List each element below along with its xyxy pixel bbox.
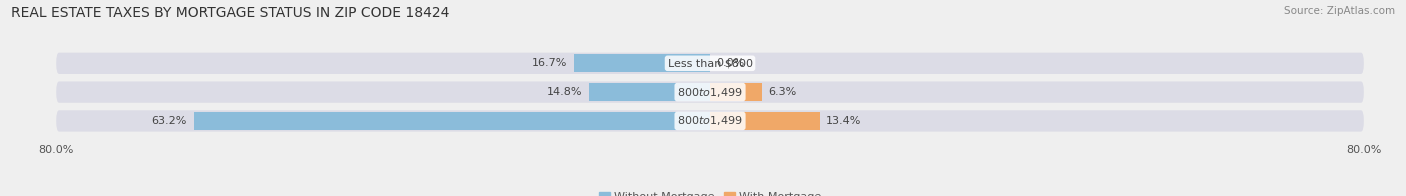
- Bar: [710, 112, 820, 130]
- Text: 13.4%: 13.4%: [827, 116, 862, 126]
- Bar: [574, 54, 710, 72]
- FancyBboxPatch shape: [56, 110, 1364, 132]
- Legend: Without Mortgage, With Mortgage: Without Mortgage, With Mortgage: [595, 187, 825, 196]
- Text: 6.3%: 6.3%: [768, 87, 796, 97]
- FancyBboxPatch shape: [56, 53, 1364, 74]
- Text: 16.7%: 16.7%: [531, 58, 567, 68]
- Bar: [194, 112, 710, 130]
- Text: $800 to $1,499: $800 to $1,499: [678, 86, 742, 99]
- Text: REAL ESTATE TAXES BY MORTGAGE STATUS IN ZIP CODE 18424: REAL ESTATE TAXES BY MORTGAGE STATUS IN …: [11, 6, 450, 20]
- Text: 0.0%: 0.0%: [717, 58, 745, 68]
- Bar: [710, 83, 762, 101]
- Text: $800 to $1,499: $800 to $1,499: [678, 114, 742, 127]
- Text: 14.8%: 14.8%: [547, 87, 582, 97]
- FancyBboxPatch shape: [56, 82, 1364, 103]
- Text: Less than $800: Less than $800: [668, 58, 752, 68]
- Bar: [589, 83, 710, 101]
- Text: Source: ZipAtlas.com: Source: ZipAtlas.com: [1284, 6, 1395, 16]
- Text: 63.2%: 63.2%: [152, 116, 187, 126]
